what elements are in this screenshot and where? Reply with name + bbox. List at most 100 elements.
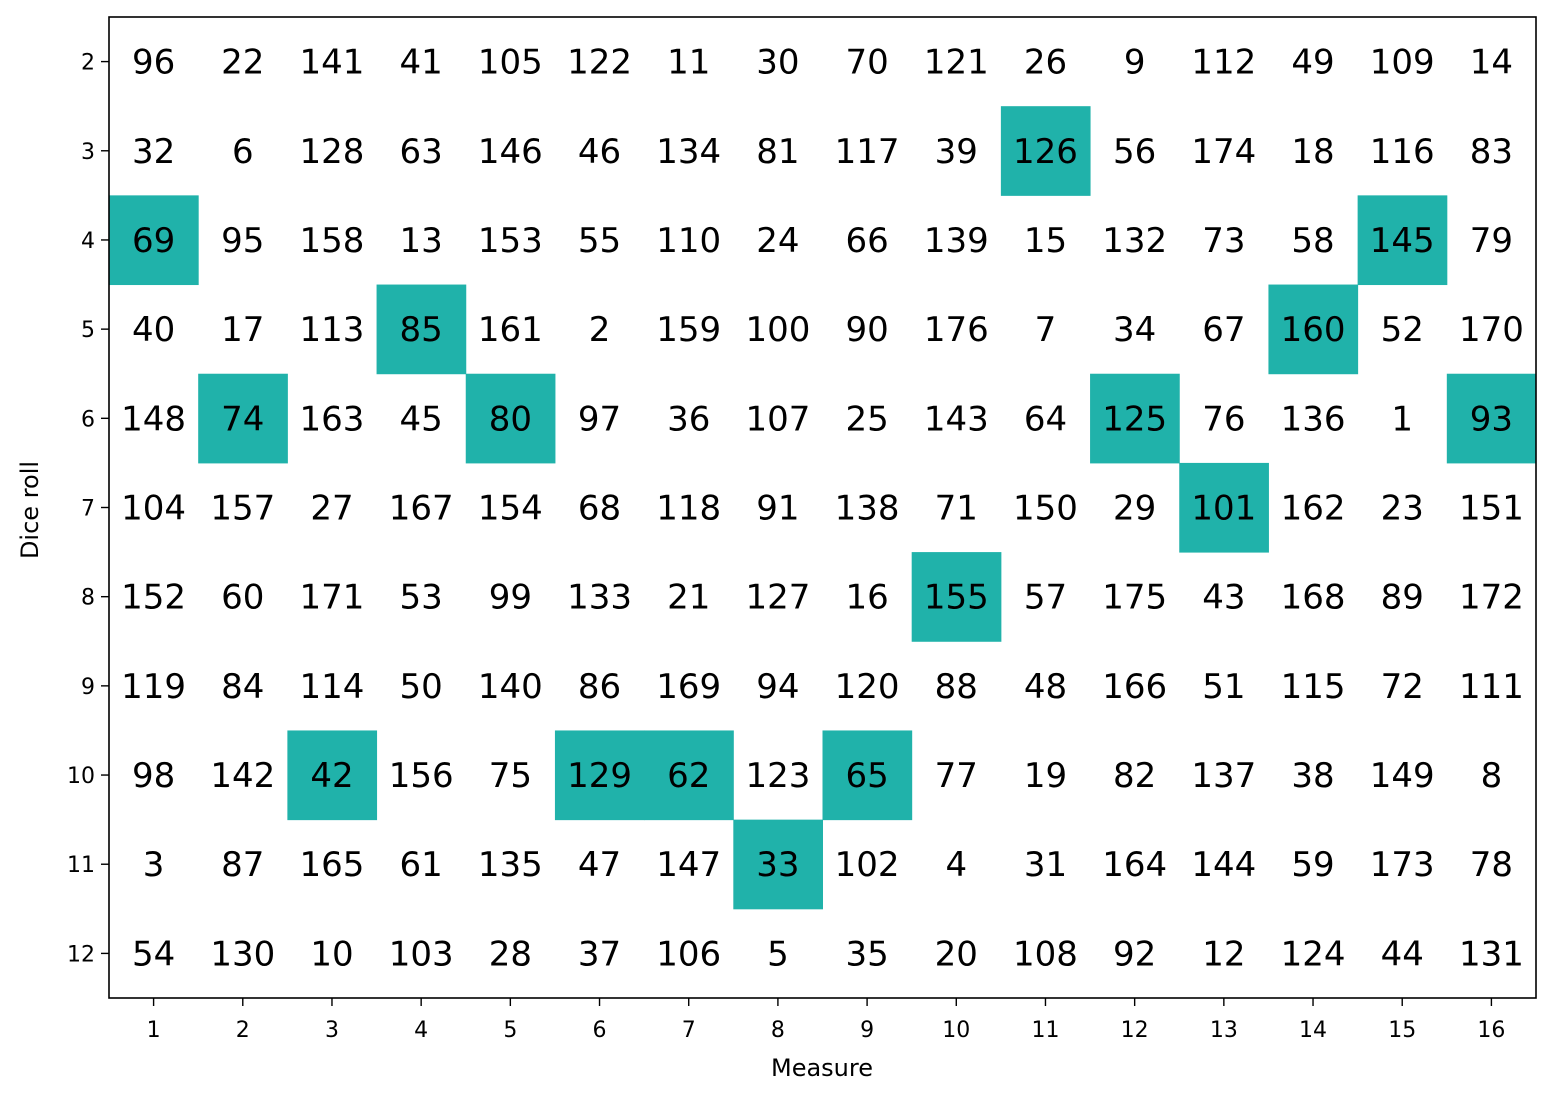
y-tick-label: 12 <box>67 942 95 967</box>
y-tick-label: 7 <box>81 497 95 522</box>
cell-value: 1 <box>1391 399 1413 439</box>
cell-value: 167 <box>389 489 454 529</box>
cell-value: 175 <box>1102 578 1167 618</box>
x-tick-label: 16 <box>1477 1018 1505 1043</box>
cell-value: 72 <box>1381 667 1424 707</box>
cell-value: 87 <box>221 845 264 885</box>
x-tick-label: 14 <box>1299 1018 1327 1043</box>
cell-value: 116 <box>1370 132 1435 172</box>
highlight-cell <box>644 730 734 821</box>
cell-value: 152 <box>121 578 186 618</box>
cell-value: 10 <box>310 934 353 974</box>
x-tick-label: 13 <box>1210 1018 1238 1043</box>
y-tick-label: 3 <box>81 140 95 165</box>
highlight-cell <box>1268 284 1359 375</box>
cell-value: 48 <box>1024 667 1067 707</box>
highlight-cell <box>1179 462 1269 553</box>
cell-value: 104 <box>121 489 186 529</box>
cell-value: 75 <box>489 756 532 796</box>
y-tick-label: 8 <box>81 586 95 611</box>
cell-value: 138 <box>835 489 900 529</box>
highlight-cell <box>465 373 556 464</box>
cell-value: 8 <box>1481 756 1503 796</box>
cell-value: 74 <box>221 399 264 439</box>
cell-value: 18 <box>1291 132 1334 172</box>
cell-value: 56 <box>1113 132 1156 172</box>
cell-value: 166 <box>1102 667 1167 707</box>
cell-value: 99 <box>489 578 532 618</box>
cell-value: 170 <box>1459 310 1524 350</box>
y-axis-label: Dice roll <box>16 461 44 559</box>
cell-value: 70 <box>845 43 888 83</box>
cell-value: 80 <box>489 399 532 439</box>
cell-value: 162 <box>1281 489 1346 529</box>
cell-value: 132 <box>1102 221 1167 261</box>
cell-value: 30 <box>756 43 799 83</box>
cell-value: 40 <box>132 310 175 350</box>
cell-value: 114 <box>300 667 365 707</box>
cell-value: 25 <box>845 399 888 439</box>
x-tick-label: 9 <box>860 1018 874 1043</box>
cell-value: 147 <box>656 845 721 885</box>
cell-value: 28 <box>489 934 532 974</box>
cell-value: 151 <box>1459 489 1524 529</box>
cell-value: 158 <box>300 221 365 261</box>
cell-value: 73 <box>1202 221 1245 261</box>
cell-value: 83 <box>1470 132 1513 172</box>
cell-value: 112 <box>1191 43 1256 83</box>
cell-value: 49 <box>1291 43 1334 83</box>
cell-value: 22 <box>221 43 264 83</box>
cell-value: 157 <box>210 489 275 529</box>
cell-value: 127 <box>745 578 810 618</box>
y-tick-label: 9 <box>81 675 95 700</box>
cell-value: 27 <box>310 489 353 529</box>
highlight-cell <box>287 730 378 821</box>
cell-value: 118 <box>656 489 721 529</box>
highlight-cell <box>911 552 1002 642</box>
cell-value: 86 <box>578 667 621 707</box>
cell-value: 161 <box>478 310 543 350</box>
cell-value: 107 <box>745 399 810 439</box>
y-tick-label: 10 <box>67 764 95 789</box>
x-tick-label: 7 <box>682 1018 696 1043</box>
cell-value: 2 <box>589 310 611 350</box>
cell-value: 89 <box>1381 578 1424 618</box>
cell-value: 54 <box>132 934 175 974</box>
cell-value: 123 <box>745 756 810 796</box>
cell-value: 82 <box>1113 756 1156 796</box>
cell-value: 24 <box>756 221 799 261</box>
cell-value: 55 <box>578 221 621 261</box>
cell-value: 133 <box>567 578 632 618</box>
cell-value: 38 <box>1291 756 1334 796</box>
cell-value: 88 <box>935 667 978 707</box>
cell-value: 122 <box>567 43 632 83</box>
cell-value: 35 <box>845 934 888 974</box>
cell-value: 51 <box>1202 667 1245 707</box>
cell-value: 45 <box>400 399 443 439</box>
cell-value: 96 <box>132 43 175 83</box>
cell-value: 148 <box>121 399 186 439</box>
highlight-cell <box>1357 195 1448 286</box>
cell-value: 64 <box>1024 399 1067 439</box>
cell-value: 66 <box>845 221 888 261</box>
highlight-cell <box>109 195 199 286</box>
cell-value: 124 <box>1281 934 1346 974</box>
highlight-cell <box>554 730 645 821</box>
cell-value: 171 <box>300 578 365 618</box>
cell-value: 121 <box>924 43 989 83</box>
cell-value: 34 <box>1113 310 1156 350</box>
cell-value: 101 <box>1191 489 1256 529</box>
cell-value: 23 <box>1381 489 1424 529</box>
cell-value: 29 <box>1113 489 1156 529</box>
cell-value: 130 <box>210 934 275 974</box>
cell-value: 160 <box>1281 310 1346 350</box>
cell-value: 62 <box>667 756 710 796</box>
cell-value: 68 <box>578 489 621 529</box>
cell-value: 125 <box>1102 399 1167 439</box>
cell-value: 136 <box>1281 399 1346 439</box>
highlight-cell <box>733 819 823 910</box>
cell-value: 137 <box>1191 756 1256 796</box>
cell-value: 46 <box>578 132 621 172</box>
cell-value: 139 <box>924 221 989 261</box>
highlight-cell <box>376 284 467 375</box>
